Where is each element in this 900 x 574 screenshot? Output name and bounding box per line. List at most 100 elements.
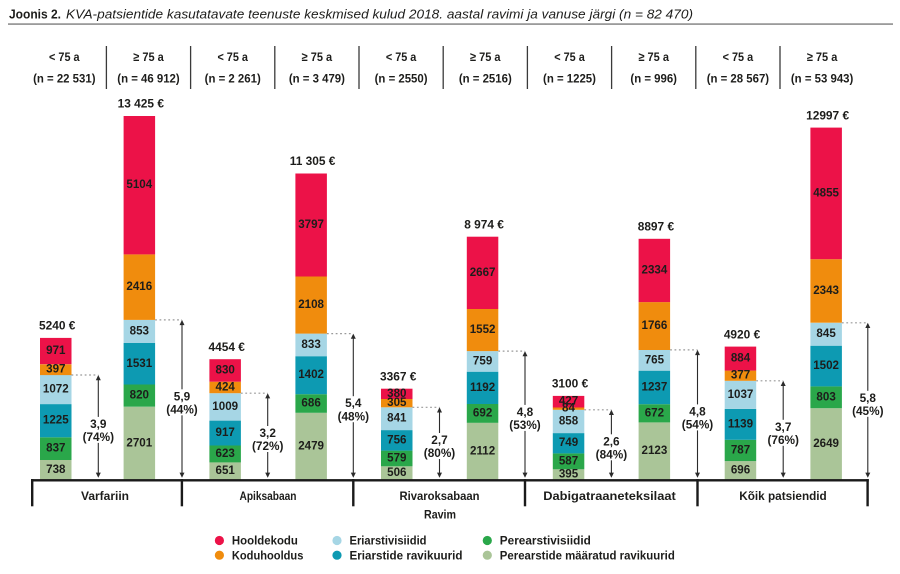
svg-text:4,8: 4,8 bbox=[517, 405, 534, 419]
svg-text:756: 756 bbox=[387, 433, 407, 446]
svg-text:971: 971 bbox=[46, 344, 66, 357]
svg-text:692: 692 bbox=[473, 406, 492, 419]
svg-text:Ravim: Ravim bbox=[424, 507, 456, 521]
svg-text:853: 853 bbox=[130, 325, 150, 338]
svg-text:12997 €: 12997 € bbox=[806, 108, 849, 122]
svg-text:(n = 996): (n = 996) bbox=[630, 72, 677, 86]
svg-text:Rivaroksabaan: Rivaroksabaan bbox=[400, 489, 480, 503]
svg-text:2334: 2334 bbox=[642, 263, 668, 276]
svg-text:820: 820 bbox=[130, 389, 149, 402]
svg-text:≥ 75 a: ≥ 75 a bbox=[638, 50, 669, 64]
svg-text:917: 917 bbox=[216, 426, 235, 439]
svg-text:2112: 2112 bbox=[470, 444, 495, 457]
svg-text:(n = 28 567): (n = 28 567) bbox=[707, 72, 769, 86]
svg-text:2701: 2701 bbox=[126, 436, 152, 449]
svg-text:(74%): (74%) bbox=[83, 430, 115, 444]
svg-text:Hooldekodu: Hooldekodu bbox=[232, 534, 298, 548]
svg-text:651: 651 bbox=[216, 464, 236, 477]
svg-text:858: 858 bbox=[559, 414, 579, 427]
svg-text:Koduhooldus: Koduhooldus bbox=[232, 548, 304, 562]
svg-text:(54%): (54%) bbox=[682, 418, 714, 432]
svg-text:(n = 2516): (n = 2516) bbox=[459, 72, 512, 86]
svg-text:424: 424 bbox=[216, 381, 236, 394]
svg-text:2667: 2667 bbox=[470, 266, 496, 279]
svg-text:(80%): (80%) bbox=[424, 446, 456, 460]
svg-text:(53%): (53%) bbox=[509, 418, 541, 432]
svg-text:3100 €: 3100 € bbox=[552, 377, 589, 391]
svg-text:KVA-patsientide kasutatavate t: KVA-patsientide kasutatavate teenuste ke… bbox=[66, 6, 693, 21]
svg-text:1072: 1072 bbox=[43, 383, 69, 396]
svg-text:305: 305 bbox=[387, 396, 407, 409]
svg-text:5,8: 5,8 bbox=[860, 391, 877, 405]
svg-text:2479: 2479 bbox=[298, 439, 324, 452]
svg-text:(n = 2 261): (n = 2 261) bbox=[205, 72, 261, 86]
svg-text:2,7: 2,7 bbox=[431, 433, 448, 447]
svg-text:759: 759 bbox=[473, 354, 493, 367]
svg-text:Perearstivisiidid: Perearstivisiidid bbox=[500, 534, 591, 548]
svg-text:(n = 2550): (n = 2550) bbox=[375, 72, 428, 86]
svg-text:< 75 a: < 75 a bbox=[723, 50, 754, 64]
svg-text:4920 €: 4920 € bbox=[724, 327, 761, 341]
svg-text:841: 841 bbox=[387, 412, 407, 425]
svg-text:395: 395 bbox=[559, 468, 579, 481]
svg-text:8 974 €: 8 974 € bbox=[464, 217, 504, 231]
svg-text:1192: 1192 bbox=[470, 381, 495, 394]
svg-text:738: 738 bbox=[46, 463, 66, 476]
svg-text:672: 672 bbox=[645, 406, 664, 419]
svg-text:833: 833 bbox=[301, 338, 321, 351]
svg-text:4454 €: 4454 € bbox=[209, 340, 246, 354]
svg-text:2343: 2343 bbox=[813, 284, 839, 297]
svg-text:1531: 1531 bbox=[126, 357, 152, 370]
svg-text:Varfariin: Varfariin bbox=[81, 489, 129, 503]
svg-text:587: 587 bbox=[559, 454, 578, 467]
svg-text:749: 749 bbox=[559, 436, 579, 449]
svg-text:8897 €: 8897 € bbox=[638, 220, 675, 234]
svg-text:830: 830 bbox=[216, 364, 235, 377]
svg-text:≥ 75 a: ≥ 75 a bbox=[807, 50, 838, 64]
svg-text:397: 397 bbox=[46, 363, 65, 376]
svg-text:2416: 2416 bbox=[126, 280, 152, 293]
svg-text:5104: 5104 bbox=[126, 178, 152, 191]
svg-text:5,9: 5,9 bbox=[174, 389, 191, 403]
svg-text:1502: 1502 bbox=[813, 359, 839, 372]
svg-text:Dabigatraaneteksilaat: Dabigatraaneteksilaat bbox=[543, 489, 676, 503]
svg-text:< 75 a: < 75 a bbox=[554, 50, 585, 64]
svg-text:3367 €: 3367 € bbox=[380, 369, 417, 383]
svg-text:803: 803 bbox=[816, 390, 836, 403]
svg-text:380: 380 bbox=[387, 387, 406, 400]
svg-text:(45%): (45%) bbox=[852, 404, 884, 418]
svg-text:Joonis 2.: Joonis 2. bbox=[9, 7, 61, 22]
svg-text:1402: 1402 bbox=[298, 368, 324, 381]
svg-text:1552: 1552 bbox=[470, 323, 496, 336]
svg-text:787: 787 bbox=[731, 444, 750, 457]
svg-text:≥ 75 a: ≥ 75 a bbox=[133, 50, 164, 64]
svg-text:427: 427 bbox=[559, 395, 578, 408]
svg-text:84: 84 bbox=[562, 402, 575, 415]
svg-text:884: 884 bbox=[731, 352, 751, 365]
svg-text:5240 €: 5240 € bbox=[39, 319, 76, 333]
svg-text:(n = 53 943): (n = 53 943) bbox=[791, 72, 853, 86]
svg-text:(76%): (76%) bbox=[767, 433, 799, 447]
svg-text:< 75 a: < 75 a bbox=[386, 50, 417, 64]
svg-text:765: 765 bbox=[645, 353, 665, 366]
svg-text:377: 377 bbox=[731, 369, 750, 382]
svg-text:≥ 75 a: ≥ 75 a bbox=[470, 50, 501, 64]
svg-text:2649: 2649 bbox=[813, 437, 839, 450]
svg-text:< 75 a: < 75 a bbox=[217, 50, 248, 64]
svg-text:696: 696 bbox=[731, 464, 751, 477]
svg-text:1009: 1009 bbox=[212, 400, 238, 413]
svg-text:3,2: 3,2 bbox=[259, 426, 276, 440]
svg-text:Apiksabaan: Apiksabaan bbox=[240, 489, 297, 503]
svg-text:2108: 2108 bbox=[298, 298, 324, 311]
svg-text:1037: 1037 bbox=[728, 388, 754, 401]
svg-text:2123: 2123 bbox=[642, 444, 668, 457]
svg-text:Eriarstide ravikuurid: Eriarstide ravikuurid bbox=[350, 548, 463, 562]
svg-text:3797: 3797 bbox=[298, 218, 324, 231]
svg-text:837: 837 bbox=[46, 442, 65, 455]
svg-text:3,9: 3,9 bbox=[90, 417, 107, 431]
svg-text:2,6: 2,6 bbox=[603, 434, 620, 448]
svg-text:< 75 a: < 75 a bbox=[49, 50, 80, 64]
svg-text:Perearstide määratud ravikuuri: Perearstide määratud ravikuurid bbox=[500, 548, 675, 562]
svg-text:≥ 75 a: ≥ 75 a bbox=[302, 50, 333, 64]
svg-text:1237: 1237 bbox=[642, 380, 668, 393]
